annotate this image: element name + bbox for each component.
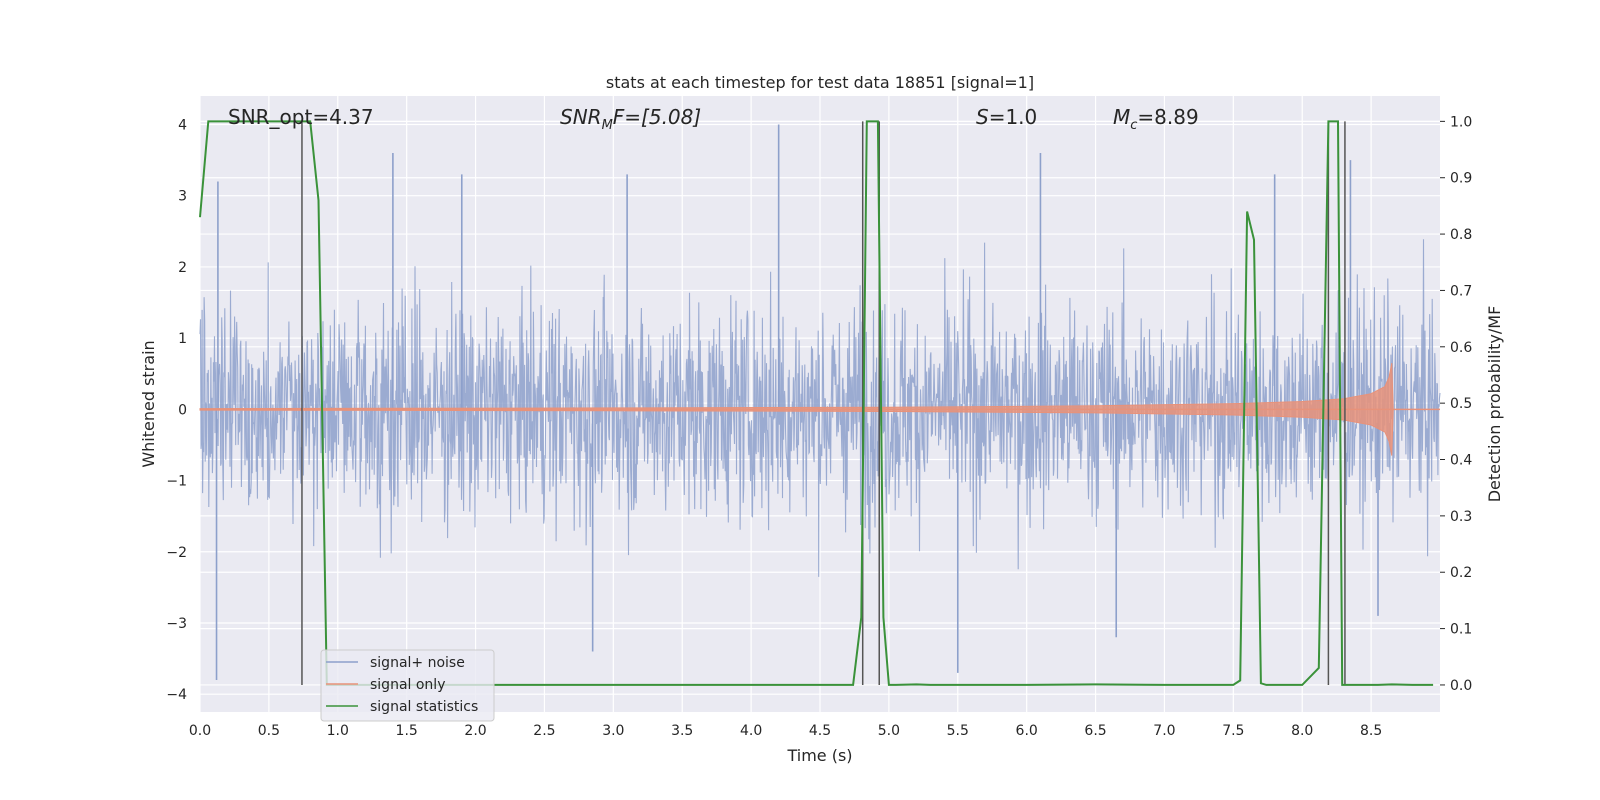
x-tick-label: 2.5 <box>533 723 555 739</box>
x-tick-label: 3.5 <box>671 723 693 739</box>
y-tick-label: −2 <box>166 545 187 561</box>
x-tick-label: 6.0 <box>1016 723 1038 739</box>
x-axis-label: Time (s) <box>786 746 852 765</box>
legend: signal+ noise signal only signal statist… <box>320 649 495 722</box>
x-tick-label: 7.0 <box>1153 723 1175 739</box>
y-tick-label: 3 <box>178 189 187 205</box>
y-tick-label-right: 0.8 <box>1450 227 1472 243</box>
x-tick-label: 0.0 <box>189 723 211 739</box>
y-tick-label-right: 0.5 <box>1450 396 1472 412</box>
annotation-snr-mf: SNRMF=[5.08] <box>560 105 701 133</box>
x-tick-label: 1.5 <box>396 723 418 739</box>
signal-plus-noise-line <box>199 239 1441 577</box>
tick-labels: 0.0 0.5 1.0 1.5 2.0 2.5 3.0 3.5 4.0 4.5 5.0 5.5 6.0 6… <box>166 114 1472 739</box>
signal-statistics-line <box>199 120 1434 686</box>
chart-title: stats at each timestep for test data 188… <box>606 73 1034 92</box>
x-tick-label: 0.5 <box>258 723 280 739</box>
y-tick-label: 4 <box>178 117 187 133</box>
x-tick-label: 3.0 <box>602 723 624 739</box>
y-tick-label-right: 0.7 <box>1450 283 1472 299</box>
x-tick-label: 8.5 <box>1360 723 1382 739</box>
y-tick-label-right: 0.4 <box>1450 453 1472 469</box>
x-tick-label: 7.5 <box>1222 723 1244 739</box>
x-tick-label: 8.0 <box>1291 723 1313 739</box>
series-signal-plus-noise <box>199 124 1441 680</box>
legend-label-signal-only: signal only <box>370 677 445 693</box>
y-tick-label-right: 0.2 <box>1450 565 1472 581</box>
annotation-mc: Mc=8.89 <box>1113 105 1199 133</box>
y-tick-label: 0 <box>178 402 187 418</box>
y-tick-label-right: 0.6 <box>1450 340 1472 356</box>
legend-label-signal-plus-noise: signal+ noise <box>370 655 465 671</box>
x-tick-label: 4.0 <box>740 723 762 739</box>
x-tick-label: 5.0 <box>878 723 900 739</box>
y-axis-label-right: Detection probability/MF <box>1485 306 1504 503</box>
y-tick-label: −3 <box>166 616 187 632</box>
y-tick-label-right: 0.3 <box>1450 509 1472 525</box>
legend-label-signal-statistics: signal statistics <box>370 699 478 715</box>
y-tick-label-right: 0.1 <box>1450 622 1472 638</box>
y-tick-label-right: 0.9 <box>1450 171 1472 187</box>
y-tick-label: −1 <box>166 474 187 490</box>
x-tick-label: 2.0 <box>464 723 486 739</box>
grid <box>199 96 1440 712</box>
legend-box <box>320 649 495 722</box>
annotation-snr-opt: SNR_opt=4.37 <box>228 105 374 129</box>
y-tick-label: 1 <box>178 331 187 347</box>
y-tick-label-right: 0.0 <box>1450 678 1472 694</box>
annotation-s: S=1.0 <box>976 105 1037 129</box>
y-axis-label: Whitened strain <box>139 340 158 467</box>
x-tick-label: 1.0 <box>327 723 349 739</box>
series-signal-statistics <box>199 120 1434 686</box>
x-tick-label: 4.5 <box>809 723 831 739</box>
x-tick-label: 6.5 <box>1084 723 1106 739</box>
y-tick-label: 2 <box>178 260 187 276</box>
y-tick-label: −4 <box>166 687 187 703</box>
series-signal-only <box>199 363 1440 456</box>
x-tick-label: 5.5 <box>947 723 969 739</box>
y-tick-label-right: 1.0 <box>1450 114 1472 130</box>
